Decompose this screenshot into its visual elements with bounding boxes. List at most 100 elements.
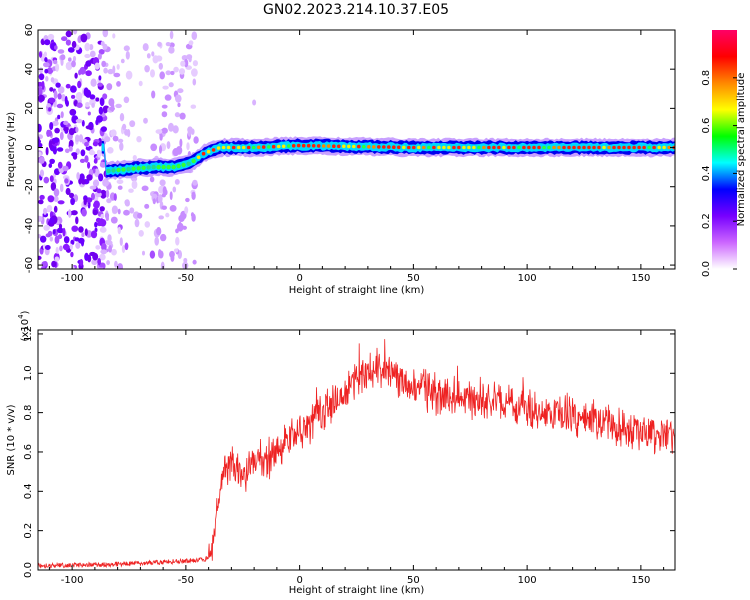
snr-y-tick-label: 0.2 (23, 523, 34, 539)
noise-speckle (57, 49, 65, 54)
noise-speckle (102, 30, 109, 38)
noise-speckle (100, 249, 108, 255)
noise-speckle (119, 237, 123, 246)
noise-speckle (53, 137, 60, 143)
noise-speckle (54, 256, 60, 262)
noise-speckle (97, 82, 103, 87)
noise-speckle (50, 182, 57, 191)
noise-speckle (86, 61, 90, 66)
noise-speckle (49, 158, 55, 164)
noise-speckle (161, 127, 168, 134)
noise-speckle (107, 234, 112, 243)
noise-speckle (185, 197, 190, 203)
noise-speckle (174, 179, 180, 185)
ridge-peak (332, 144, 336, 148)
noise-speckle (65, 187, 71, 196)
ridge-peak (161, 164, 166, 170)
noise-speckle (115, 103, 122, 109)
ridge-peak (447, 145, 451, 150)
noise-speckle (95, 97, 100, 102)
noise-speckle (152, 198, 156, 205)
noise-speckle (75, 216, 79, 225)
noise-speckle (49, 87, 54, 92)
noise-speckle (159, 71, 165, 80)
colorbar-tick-label: 0.4 (701, 165, 712, 181)
ridge-peak (582, 145, 586, 150)
noise-speckle (60, 36, 68, 42)
spectrogram-y-tick-label: 40 (24, 63, 35, 76)
snr-y-axis-label: SNR (10 * v/v) (6, 404, 17, 475)
noise-speckle (84, 141, 89, 147)
ridge-peak (412, 145, 416, 150)
noise-speckle (112, 135, 119, 142)
noise-speckle (99, 226, 107, 233)
ridge-peak (422, 145, 426, 150)
noise-speckle (98, 106, 104, 115)
noise-speckle (65, 30, 72, 38)
colorbar-tick-label: 0.0 (701, 261, 712, 277)
noise-speckle (156, 227, 162, 236)
noise-speckle (169, 30, 174, 40)
noise-speckle (99, 189, 107, 199)
noise-speckle (174, 112, 180, 118)
noise-speckle (138, 80, 143, 87)
noise-speckle (70, 197, 75, 206)
noise-speckle (113, 193, 117, 201)
noise-speckle (121, 245, 126, 253)
noise-speckle (83, 87, 89, 97)
noise-speckle (169, 250, 175, 258)
noise-speckle (123, 96, 130, 104)
noise-speckle (44, 245, 51, 250)
noise-speckle (65, 83, 71, 89)
noise-speckle (56, 103, 64, 109)
noise-speckle (58, 223, 63, 229)
ridge-peak (281, 144, 286, 149)
noise-speckle (144, 203, 150, 209)
noise-speckle (55, 246, 59, 254)
noise-speckle (120, 58, 125, 64)
snr-x-tick-label: 0 (296, 575, 302, 586)
noise-speckle (84, 53, 91, 59)
ridge-peak (572, 145, 576, 150)
noise-speckle (46, 103, 51, 108)
colorbar-tick-label: 0.8 (701, 70, 712, 86)
noise-speckle (67, 47, 75, 53)
noise-speckle (110, 216, 118, 224)
ridge-peak (662, 145, 666, 150)
ridge-peak (261, 145, 266, 149)
noise-speckle (52, 229, 56, 235)
noise-speckle (38, 73, 45, 81)
noise-speckle (150, 143, 158, 152)
noise-speckle (61, 94, 66, 102)
noise-speckle (92, 179, 100, 187)
noise-speckle (90, 78, 97, 87)
noise-speckle (79, 66, 86, 75)
noise-speckle (157, 194, 163, 204)
ridge-peak (462, 145, 466, 150)
noise-speckle (85, 70, 92, 77)
noise-speckle (79, 158, 86, 163)
ridge-peak (642, 145, 646, 150)
spectrogram-x-tick-label: 50 (407, 273, 420, 284)
noise-speckle (108, 244, 112, 253)
noise-speckle (101, 60, 107, 68)
ridge-peak (246, 145, 251, 150)
noise-speckle (38, 51, 43, 58)
noise-speckle (56, 227, 64, 234)
spectrogram-x-tick-label: 0 (296, 273, 302, 284)
noise-speckle (129, 207, 135, 214)
noise-speckle (95, 217, 101, 223)
ridge-peak (372, 145, 376, 149)
noise-speckle (159, 179, 166, 186)
noise-speckle (48, 140, 53, 149)
noise-speckle (94, 157, 98, 164)
noise-speckle (149, 250, 156, 259)
noise-speckle (192, 60, 198, 67)
noise-speckle (62, 243, 70, 251)
ridge-peak (357, 144, 361, 149)
noise-speckle (75, 118, 83, 124)
noise-speckle (57, 234, 63, 240)
snr-y-tick-label: 0.6 (23, 444, 34, 460)
noise-speckle (165, 42, 171, 47)
noise-speckle (78, 226, 84, 233)
